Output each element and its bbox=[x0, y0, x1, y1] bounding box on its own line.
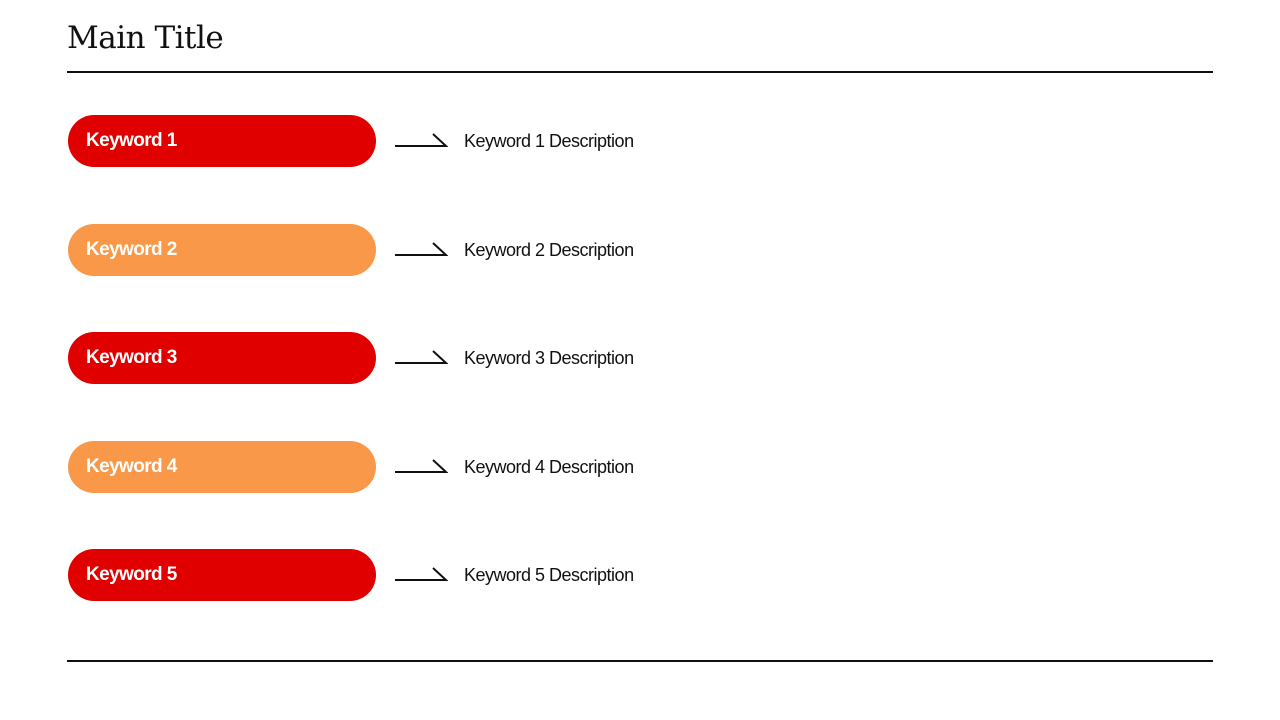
arrow-right-icon bbox=[395, 350, 448, 364]
top-divider bbox=[67, 71, 1213, 73]
keyword-pill: Keyword 5 bbox=[68, 549, 376, 601]
keyword-pill: Keyword 1 bbox=[68, 115, 376, 167]
keyword-row: Keyword 5 Keyword 5 Description bbox=[68, 549, 768, 601]
page-title: Main Title bbox=[67, 20, 224, 56]
keyword-description: Keyword 5 Description bbox=[464, 565, 634, 585]
bottom-divider bbox=[67, 660, 1213, 662]
keyword-pill: Keyword 3 bbox=[68, 332, 376, 384]
arrow-right-icon bbox=[395, 459, 448, 473]
keyword-row: Keyword 4 Keyword 4 Description bbox=[68, 441, 768, 493]
keyword-description: Keyword 2 Description bbox=[464, 240, 634, 260]
keyword-row: Keyword 3 Keyword 3 Description bbox=[68, 332, 768, 384]
keyword-description: Keyword 1 Description bbox=[464, 131, 634, 151]
keyword-pill: Keyword 2 bbox=[68, 224, 376, 276]
keyword-description: Keyword 3 Description bbox=[464, 348, 634, 368]
arrow-right-icon bbox=[395, 133, 448, 147]
keyword-description: Keyword 4 Description bbox=[464, 457, 634, 477]
keyword-row: Keyword 2 Keyword 2 Description bbox=[68, 224, 768, 276]
arrow-right-icon bbox=[395, 567, 448, 581]
keyword-pill: Keyword 4 bbox=[68, 441, 376, 493]
arrow-right-icon bbox=[395, 242, 448, 256]
keyword-row: Keyword 1 Keyword 1 Description bbox=[68, 115, 768, 167]
